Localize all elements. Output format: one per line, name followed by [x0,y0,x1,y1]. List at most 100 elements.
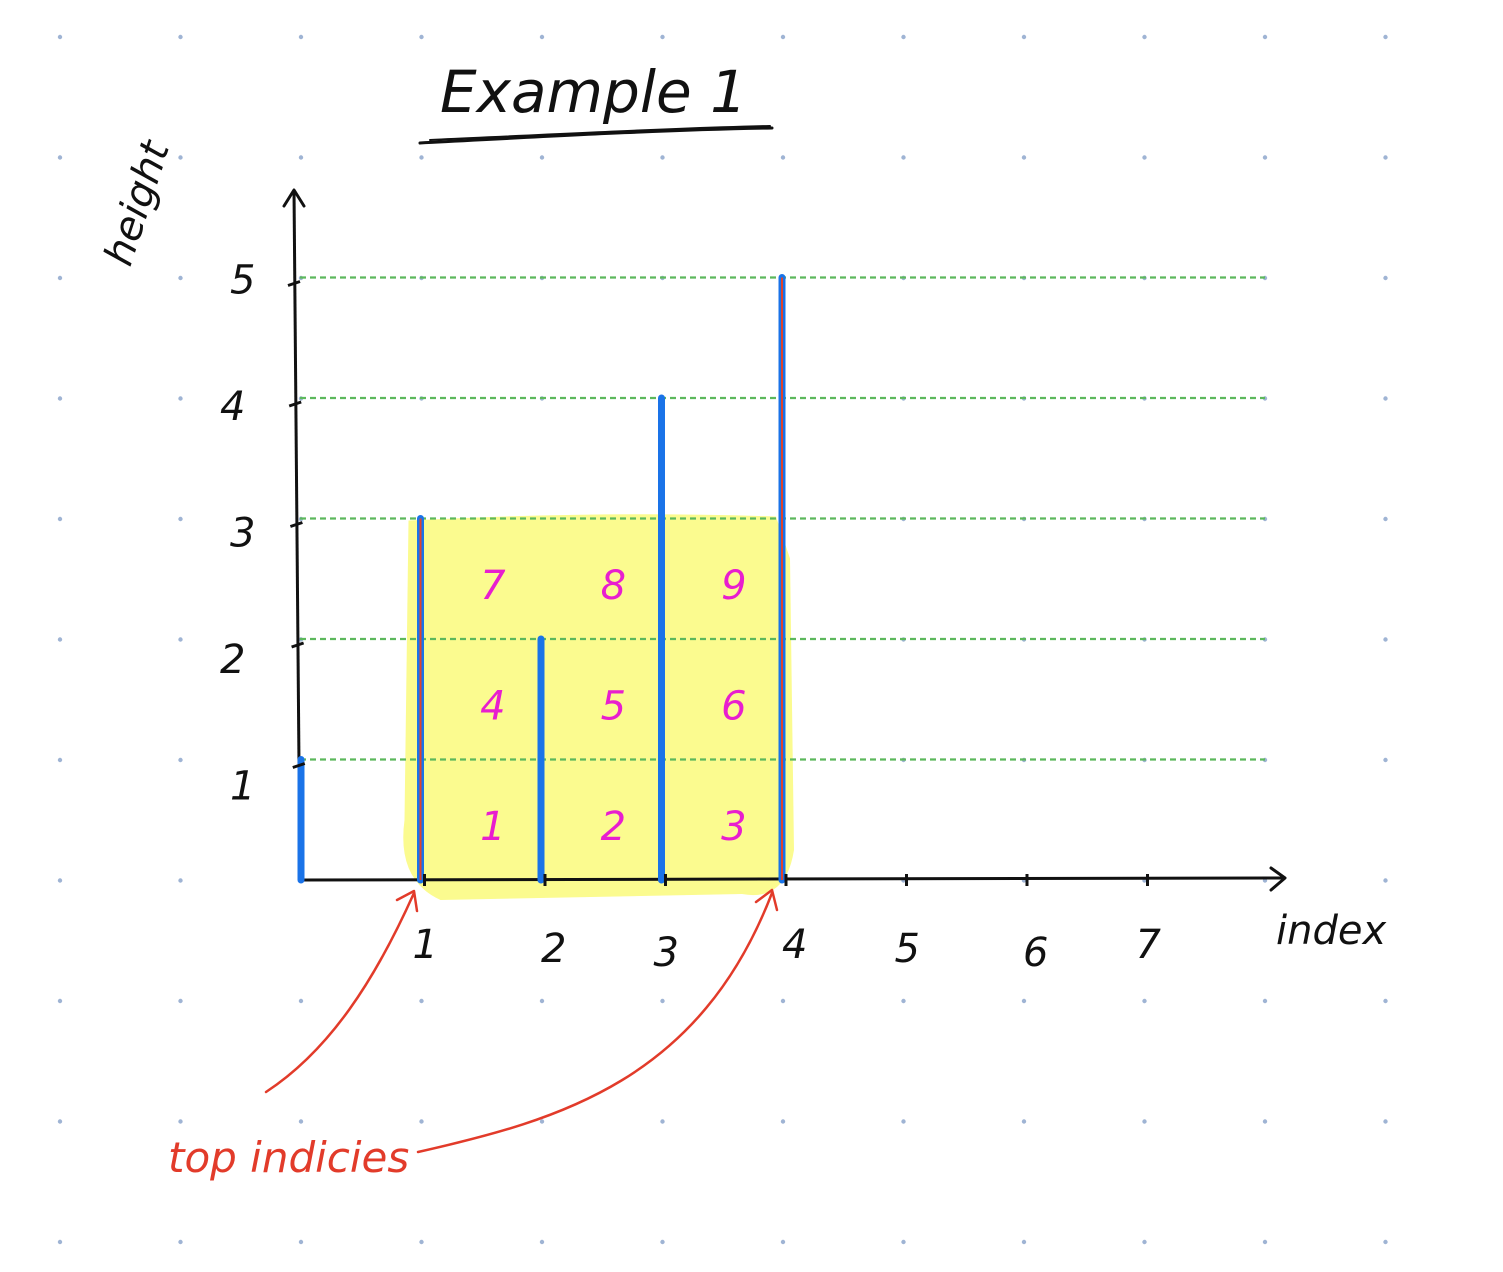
background-dot [660,34,665,40]
background-dot [1021,1119,1027,1124]
y-tick-label-1: 1 [230,764,255,810]
background-dot [1021,155,1027,160]
x-tick-label-2: 2 [541,926,566,972]
background-dot [780,34,786,40]
background-dot [1383,637,1388,642]
background-dot [1383,757,1388,763]
background-dot [901,1239,906,1245]
background-dot [419,1119,424,1124]
background-dot [1383,516,1388,522]
background-dot [1262,1119,1268,1124]
background-dot [901,1119,906,1124]
background-dot [57,757,63,763]
background-dot [1383,878,1388,883]
background-dot [1262,998,1268,1004]
background-dot [901,998,906,1004]
background-dot [1142,155,1147,160]
background-dot [298,34,304,40]
background-dot [419,998,424,1004]
background-dot [1142,34,1147,40]
background-dot [660,1119,665,1124]
unit-cell-label-5: 5 [601,684,626,730]
background-dot [57,396,63,401]
background-dot [57,516,63,522]
background-dot [660,998,665,1004]
background-dot [57,275,63,281]
y-tick-label-4: 4 [220,384,245,430]
background-dot [1383,396,1388,401]
background-dot [1262,34,1268,40]
x-tick-label-5: 5 [895,926,920,972]
background-dot [178,998,183,1004]
background-dot [178,878,183,883]
background-dot [178,275,183,281]
background-dot [1142,1119,1147,1124]
background-dot [1142,1239,1147,1245]
background-dot [57,1119,63,1124]
background-dot [178,516,183,522]
background-dot [539,1119,545,1124]
background-dot [1383,1119,1388,1124]
background-dot [178,155,183,160]
annotation-text: top indicies [168,1133,409,1182]
background-dot [539,155,545,160]
y-tick-mark-2 [291,641,305,649]
background-dot [298,998,304,1004]
title-underline-second-stroke [429,125,771,141]
unit-cell-label-2: 2 [601,804,626,850]
unit-cell-label-7: 7 [480,563,506,609]
y-tick-mark-3 [289,521,303,528]
background-dot [178,396,183,401]
arrow-head-index-1 [395,889,419,913]
x-tick-label-6: 6 [1023,930,1048,976]
unit-cell-label-8: 8 [601,563,626,609]
x-tick-label-1: 1 [413,922,438,968]
background-dot [1142,998,1147,1004]
background-dot [1262,1239,1268,1245]
background-dot [57,998,63,1004]
arrow-to-index-4 [416,891,774,1154]
y-tick-label-5: 5 [230,258,255,304]
background-dot [539,998,545,1004]
y-tick-label-2: 2 [220,637,245,683]
background-dot [1383,1239,1388,1245]
background-dot [1383,155,1388,160]
x-axis-line [299,876,1286,882]
background-dot [178,1119,183,1124]
y-tick-mark-4 [288,400,302,408]
background-dot [178,1239,183,1245]
background-dot [57,1239,63,1245]
y-axis-label: height [96,134,180,271]
background-dot [1021,34,1027,40]
background-dot [57,637,63,642]
annotation-arrows [264,888,779,1154]
background-dot [298,155,304,160]
background-dot [298,1119,304,1124]
background-dot [1383,275,1388,281]
title-underline [418,126,774,145]
background-dot [178,637,183,642]
y-tick-mark-5 [287,280,301,287]
background-dot [660,1239,665,1245]
background-dot [780,1239,786,1245]
background-dot [539,34,545,40]
background-dot [1021,1239,1027,1245]
background-dot [780,998,786,1004]
background-dot [660,155,665,160]
background-dot [901,155,906,160]
x-axis-arrowhead [1269,866,1287,892]
background-dot [419,34,424,40]
y-axis-arrowhead [282,188,306,208]
background-dot [57,878,63,883]
unit-cell-label-1: 1 [480,804,505,850]
arrow-to-index-1 [264,891,416,1094]
unit-cell-label-3: 3 [721,804,746,850]
background-dot [178,34,183,40]
unit-cell-label-9: 9 [721,563,746,609]
background-dot [1021,998,1027,1004]
background-dot [419,155,424,160]
background-dot [178,757,183,763]
background-dot [57,155,63,160]
background-dot [57,34,63,40]
